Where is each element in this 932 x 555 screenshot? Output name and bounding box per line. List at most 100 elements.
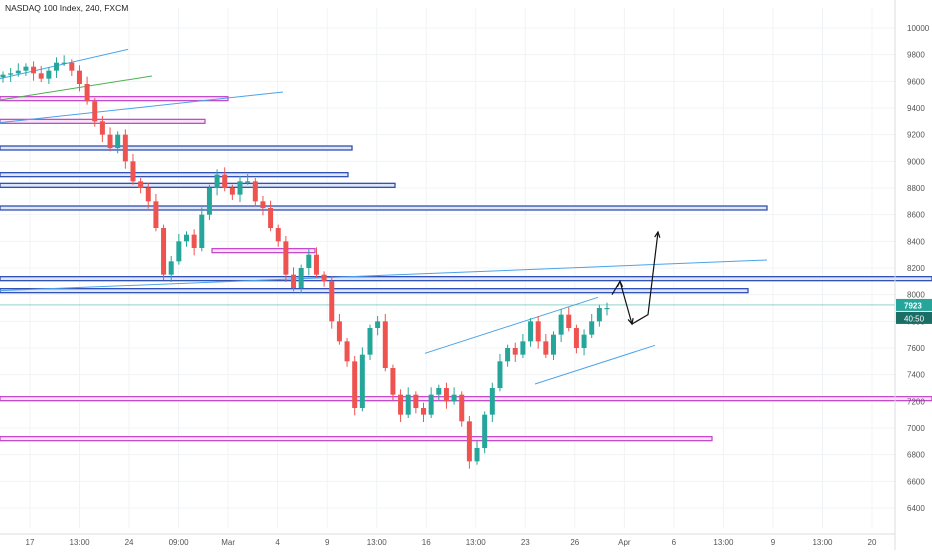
candle-body bbox=[168, 261, 174, 275]
candle-body bbox=[474, 448, 480, 462]
candle-body bbox=[84, 84, 90, 102]
candle-body bbox=[38, 73, 44, 79]
candle-body bbox=[459, 394, 465, 422]
candle-body bbox=[390, 368, 396, 395]
support-resistance-zone bbox=[0, 182, 396, 188]
candle-body bbox=[237, 181, 243, 195]
candle-body bbox=[359, 354, 365, 408]
candle-body bbox=[489, 388, 495, 415]
x-tick-label: Apr bbox=[618, 538, 631, 547]
candle-body bbox=[550, 334, 556, 355]
candle-body bbox=[528, 321, 534, 342]
candle-body bbox=[99, 121, 105, 135]
candle-body bbox=[8, 73, 14, 75]
level-lines bbox=[0, 96, 932, 442]
candle-body bbox=[61, 62, 67, 64]
candle-body bbox=[596, 308, 602, 322]
candle-body bbox=[229, 188, 235, 195]
candle-body bbox=[76, 70, 82, 84]
y-tick-label: 8000 bbox=[907, 291, 925, 300]
y-tick-label: 7000 bbox=[907, 424, 925, 433]
candle-body bbox=[367, 328, 373, 355]
time-badge-label: 40:50 bbox=[904, 314, 925, 323]
y-tick-label: 8600 bbox=[907, 211, 925, 220]
support-resistance-zone bbox=[0, 396, 932, 402]
candle-body bbox=[283, 241, 289, 275]
support-resistance-zone bbox=[0, 288, 749, 294]
x-tick-label: 26 bbox=[570, 538, 579, 547]
candle-body bbox=[54, 62, 60, 71]
support-resistance-zone bbox=[0, 172, 349, 178]
trendline bbox=[0, 91, 284, 124]
candle-body bbox=[115, 134, 121, 148]
candle-body bbox=[352, 361, 358, 408]
candle-body bbox=[260, 201, 266, 208]
arrow-head bbox=[627, 317, 634, 326]
support-resistance-zone bbox=[0, 96, 229, 102]
price-badge bbox=[896, 298, 932, 311]
candle-body bbox=[497, 361, 503, 388]
y-tick-label: 7400 bbox=[907, 371, 925, 380]
x-axis: 17 13:00 24 09:00 Mar 4 9 13:00 16 13:00 23 26 Apr 6 1… bbox=[0, 533, 895, 547]
price-badge-label: 7923 bbox=[904, 301, 922, 310]
y-tick-label: 6400 bbox=[907, 504, 925, 513]
x-tick-label: 13:00 bbox=[466, 538, 487, 547]
candle-body bbox=[604, 308, 610, 310]
candle-body bbox=[558, 314, 564, 335]
time-badge bbox=[896, 311, 932, 324]
candle-body bbox=[107, 134, 113, 148]
candle-body bbox=[520, 341, 526, 355]
candle-body bbox=[130, 161, 136, 182]
candle-body bbox=[153, 201, 159, 228]
support-resistance-zone bbox=[0, 145, 353, 151]
trendlines bbox=[0, 48, 895, 385]
candle-body bbox=[199, 214, 205, 248]
candle-body bbox=[443, 388, 449, 402]
y-tick-label: 7200 bbox=[907, 397, 925, 406]
candle-body bbox=[176, 241, 182, 262]
candle-body bbox=[336, 321, 342, 342]
trendline bbox=[424, 296, 599, 354]
y-axis: 10000 9800 9600 9400 9200 9000 8800 8600 8400 820… bbox=[894, 0, 930, 550]
x-tick-label: 6 bbox=[672, 538, 677, 547]
y-tick-label: 8800 bbox=[907, 184, 925, 193]
projection-arrows bbox=[611, 230, 661, 326]
candle-body bbox=[313, 254, 319, 275]
candle-body bbox=[0, 74, 6, 78]
candle-body bbox=[252, 181, 258, 202]
candle-body bbox=[398, 394, 404, 415]
candle-body bbox=[482, 414, 488, 448]
candle-body bbox=[413, 394, 419, 408]
candle-body bbox=[466, 421, 472, 462]
x-tick-label: 24 bbox=[125, 538, 134, 547]
price-badges: 7923 40:50 bbox=[896, 298, 932, 324]
candle-body bbox=[46, 70, 52, 79]
grid bbox=[0, 8, 895, 528]
candle-body bbox=[573, 328, 579, 348]
trendline-green bbox=[0, 75, 153, 101]
candle-body bbox=[268, 208, 274, 228]
x-tick-label: 17 bbox=[26, 538, 35, 547]
y-tick-label: 8200 bbox=[907, 264, 925, 273]
y-tick-label: 9800 bbox=[907, 51, 925, 60]
support-resistance-zone bbox=[0, 276, 932, 282]
candle-body bbox=[298, 268, 304, 288]
arrow-head bbox=[616, 279, 624, 287]
x-tick-label: Mar bbox=[221, 538, 235, 547]
candle-body bbox=[291, 274, 297, 288]
x-tick-label: 13:00 bbox=[812, 538, 833, 547]
candle-body bbox=[15, 70, 21, 74]
x-tick-label: 13:00 bbox=[367, 538, 388, 547]
y-tick-label: 9400 bbox=[907, 104, 925, 113]
candle-body bbox=[329, 281, 335, 322]
candle-body bbox=[382, 321, 388, 368]
candle-body bbox=[206, 188, 212, 215]
x-tick-label: 9 bbox=[771, 538, 776, 547]
x-tick-label: 20 bbox=[868, 538, 877, 547]
candle-body bbox=[23, 66, 29, 71]
candles bbox=[0, 55, 610, 469]
candle-body bbox=[31, 66, 37, 74]
